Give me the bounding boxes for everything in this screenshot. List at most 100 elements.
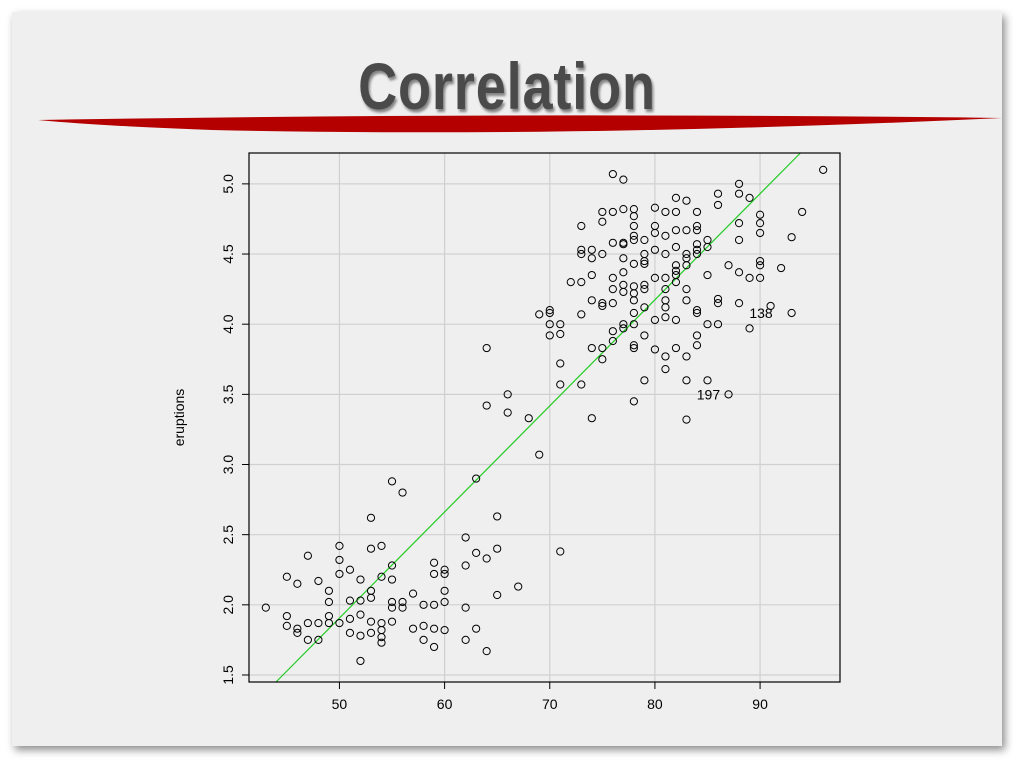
- data-point: [408, 589, 418, 598]
- data-point: [692, 240, 702, 249]
- data-point: [598, 207, 607, 217]
- data-point: [461, 635, 470, 645]
- data-point: [419, 635, 428, 645]
- data-point: [692, 308, 702, 318]
- x-tick-label: 90: [752, 696, 768, 712]
- data-point: [682, 285, 691, 294]
- y-tick-label: 1.5: [220, 665, 236, 685]
- data-point: [608, 238, 617, 247]
- data-point: [671, 193, 681, 203]
- y-tick-label: 4.5: [220, 244, 236, 264]
- x-tick-label: 50: [332, 696, 348, 712]
- data-point: [661, 296, 670, 305]
- data-point: [366, 586, 376, 595]
- data-point: [619, 268, 628, 277]
- data-point: [682, 249, 691, 259]
- data-point: [587, 245, 596, 254]
- data-point: [482, 647, 491, 656]
- data-point: [303, 618, 312, 628]
- data-point: [303, 635, 312, 645]
- data-point: [335, 618, 344, 628]
- data-point: [671, 343, 681, 353]
- data-point: [734, 219, 744, 228]
- data-point: [419, 600, 428, 609]
- data-point: [556, 380, 565, 389]
- data-point: [650, 203, 660, 212]
- data-point: [429, 558, 439, 567]
- data-point: [671, 315, 681, 325]
- data-point: [324, 611, 334, 621]
- data-point: [577, 380, 586, 389]
- data-point: [745, 324, 754, 333]
- data-point: [545, 320, 554, 329]
- data-point: [640, 303, 649, 312]
- data-point: [629, 341, 638, 350]
- data-point: [387, 603, 397, 612]
- data-point: [598, 299, 607, 308]
- data-point: [440, 569, 449, 579]
- data-point: [366, 593, 376, 602]
- fit-line: [275, 152, 801, 683]
- data-point: [650, 245, 660, 254]
- data-point: [440, 597, 449, 607]
- data-point: [577, 277, 586, 287]
- data-point: [619, 287, 628, 297]
- data-point: [734, 268, 744, 277]
- data-point: [608, 207, 617, 217]
- data-point: [629, 397, 638, 406]
- data-point: [640, 376, 649, 385]
- x-tick-label: 80: [647, 696, 663, 712]
- data-point: [345, 596, 355, 605]
- data-point: [629, 282, 638, 291]
- data-point: [482, 343, 491, 353]
- point-annotations: 138 197: [697, 305, 773, 402]
- data-point: [566, 277, 575, 287]
- data-point: [440, 586, 449, 595]
- data-point: [787, 233, 796, 242]
- data-point: [598, 217, 607, 226]
- data-point: [345, 628, 355, 637]
- data-point: [335, 555, 344, 565]
- data-point: [629, 308, 638, 318]
- data-point: [671, 242, 681, 252]
- data-point: [324, 597, 334, 607]
- data-point: [671, 266, 681, 275]
- data-point: [282, 611, 291, 621]
- data-point: [324, 618, 334, 628]
- plot-frame: [248, 152, 841, 683]
- data-point: [661, 285, 670, 294]
- data-point: [461, 533, 470, 542]
- x-tick-label: 60: [437, 696, 453, 712]
- data-point: [366, 617, 376, 626]
- y-tick-label: 2.0: [220, 595, 236, 615]
- data-point: [556, 320, 565, 329]
- data-point: [598, 301, 607, 311]
- data-point: [692, 331, 702, 340]
- data-point: [429, 569, 439, 579]
- data-point: [661, 313, 670, 322]
- data-point: [692, 207, 702, 217]
- data-point: [692, 245, 702, 254]
- data-point: [556, 359, 565, 368]
- data-point: [524, 414, 533, 423]
- slide-title: Correlation: [358, 49, 656, 123]
- data-point: [671, 207, 681, 217]
- data-point: [787, 308, 796, 318]
- data-point: [356, 596, 365, 605]
- data-point: [629, 221, 638, 231]
- data-point: [461, 561, 470, 570]
- data-point: [408, 624, 418, 633]
- data-point: [819, 165, 828, 174]
- data-point: [324, 586, 334, 595]
- data-point: [755, 256, 765, 266]
- data-point: [724, 390, 733, 399]
- data-point: [629, 231, 638, 240]
- data-point: [377, 541, 386, 550]
- data-point: [356, 656, 365, 666]
- data-point: [650, 273, 660, 282]
- data-point: [703, 320, 712, 329]
- data-point: [629, 343, 638, 353]
- data-point: [640, 235, 649, 245]
- data-point: [472, 624, 481, 633]
- y-axis-label: eruptions: [171, 389, 187, 447]
